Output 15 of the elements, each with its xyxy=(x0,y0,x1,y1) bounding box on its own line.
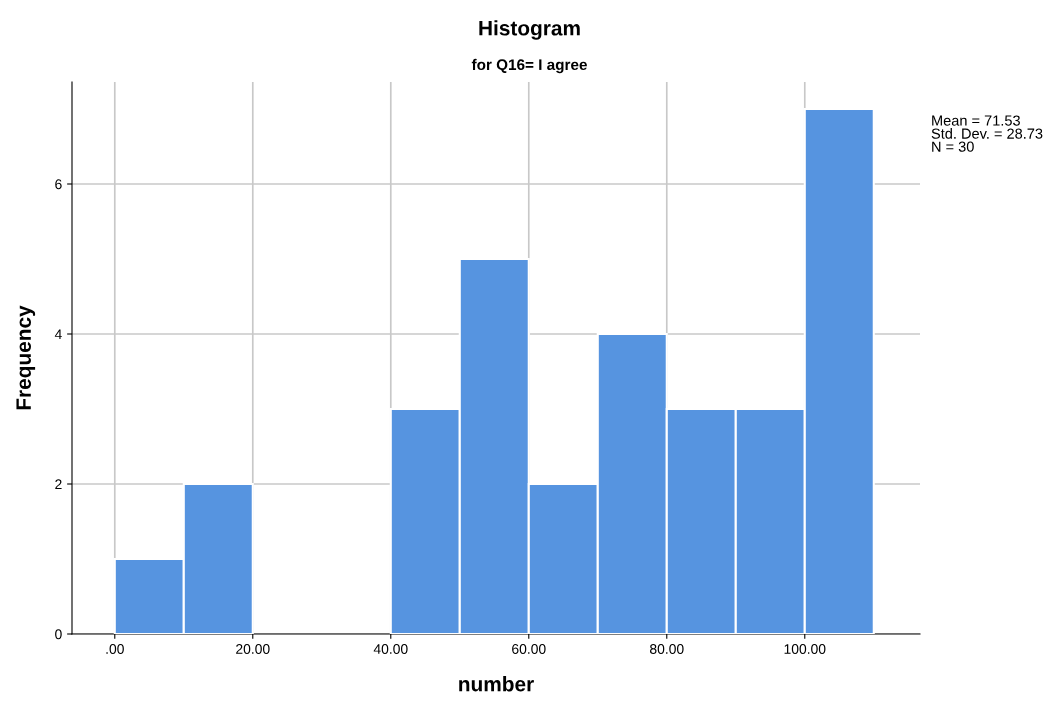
chart-title: Histogram xyxy=(479,20,580,40)
y-tick-label: 4 xyxy=(54,329,62,340)
x-axis-title: number xyxy=(459,676,534,692)
x-tick-label: 40.00 xyxy=(373,644,408,654)
chart-subtitle: for Q16= I agree xyxy=(471,58,587,74)
x-tick-label: 20.00 xyxy=(236,644,270,654)
y-tick-label: 0 xyxy=(55,629,62,640)
x-tick-label: 100.00 xyxy=(784,644,826,654)
y-tick-label: 2 xyxy=(55,479,62,490)
text: Mean = 71.53 Std. Dev. = 28.73 N = 30 xyxy=(931,115,1043,152)
x-tick-label: .00 xyxy=(106,644,124,654)
y-axis-title: Frequency xyxy=(16,305,36,410)
x-tick-label: 80.00 xyxy=(650,644,684,654)
x-tick-label: 60.00 xyxy=(512,644,546,654)
y-tick-label: 6 xyxy=(55,179,62,190)
